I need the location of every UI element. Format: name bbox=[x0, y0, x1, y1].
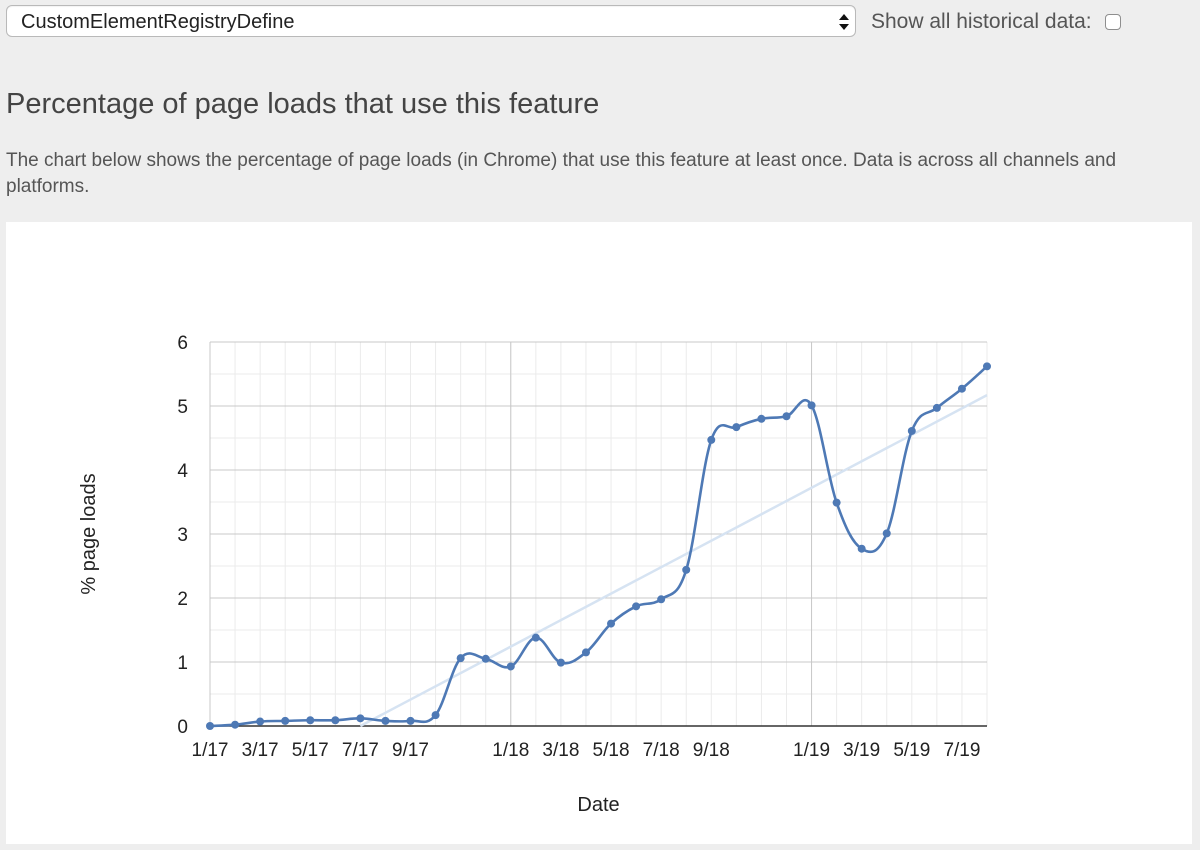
y-tick-label: 6 bbox=[177, 333, 188, 354]
data-point bbox=[381, 716, 390, 725]
data-point bbox=[456, 654, 465, 663]
x-tick-label: 5/19 bbox=[893, 740, 930, 761]
data-point bbox=[206, 722, 214, 730]
x-tick-label: 1/17 bbox=[192, 740, 229, 761]
data-point bbox=[331, 716, 340, 725]
x-tick-label: 1/18 bbox=[492, 740, 529, 761]
select-updown-icon bbox=[839, 14, 849, 30]
data-point bbox=[632, 602, 641, 611]
data-point bbox=[581, 648, 590, 657]
data-point bbox=[356, 714, 365, 723]
y-tick-label: 2 bbox=[177, 589, 188, 610]
x-tick-label: 3/17 bbox=[242, 740, 279, 761]
y-axis-title: % page loads bbox=[78, 473, 100, 594]
historical-data-label: Show all historical data: bbox=[871, 10, 1092, 33]
data-point bbox=[506, 662, 515, 671]
x-tick-label: 7/19 bbox=[943, 740, 980, 761]
data-point bbox=[732, 423, 741, 432]
data-point bbox=[431, 711, 440, 720]
x-tick-label: 9/17 bbox=[392, 740, 429, 761]
x-tick-label: 5/18 bbox=[593, 740, 630, 761]
x-tick-label: 3/18 bbox=[542, 740, 579, 761]
trend-line bbox=[359, 394, 988, 728]
page-title: Percentage of page loads that use this f… bbox=[6, 88, 600, 120]
y-tick-label: 5 bbox=[177, 397, 188, 418]
data-point bbox=[757, 414, 766, 423]
x-tick-label: 7/17 bbox=[342, 740, 379, 761]
data-point bbox=[682, 565, 691, 574]
data-point bbox=[782, 412, 791, 421]
x-tick-label: 9/18 bbox=[693, 740, 730, 761]
data-point bbox=[882, 529, 891, 538]
y-tick-label: 3 bbox=[177, 525, 188, 546]
toolbar: CustomElementRegistryDefine Show all his… bbox=[0, 0, 1200, 44]
data-point bbox=[907, 426, 916, 435]
data-point bbox=[556, 658, 565, 667]
data-point bbox=[281, 716, 290, 725]
data-point bbox=[832, 498, 841, 507]
series-line bbox=[209, 365, 988, 728]
feature-select-value: CustomElementRegistryDefine bbox=[21, 11, 295, 33]
x-tick-label: 7/18 bbox=[643, 740, 680, 761]
chart-card: 0 1 2 3 4 5 6 1/17 3/17 5/17 7/17 9/17 1/18 3/18 5/18 7… bbox=[6, 222, 1192, 844]
data-point bbox=[857, 544, 866, 553]
data-point bbox=[531, 633, 540, 642]
y-tick-label: 0 bbox=[177, 717, 188, 738]
x-tick-label: 5/17 bbox=[292, 740, 329, 761]
data-point bbox=[807, 401, 816, 410]
data-point bbox=[306, 716, 315, 725]
data-point bbox=[932, 403, 941, 412]
x-axis-title: Date bbox=[577, 794, 619, 816]
data-point bbox=[256, 717, 265, 726]
data-point bbox=[983, 362, 991, 371]
x-tick-label: 1/19 bbox=[793, 740, 830, 761]
data-point bbox=[957, 384, 966, 393]
data-point bbox=[481, 654, 490, 663]
chart-description: The chart below shows the percentage of … bbox=[6, 150, 1117, 197]
historical-data-checkbox[interactable] bbox=[1105, 14, 1121, 30]
feature-select[interactable]: CustomElementRegistryDefine bbox=[6, 5, 856, 37]
data-point bbox=[707, 435, 716, 444]
usage-chart: 0 1 2 3 4 5 6 1/17 3/17 5/17 7/17 9/17 1/18 3/18 5/18 7… bbox=[78, 333, 991, 816]
x-tick-label: 3/19 bbox=[843, 740, 880, 761]
data-point bbox=[657, 595, 666, 604]
y-tick-label: 4 bbox=[177, 461, 188, 482]
data-point bbox=[231, 720, 240, 729]
data-point bbox=[406, 716, 415, 725]
y-tick-label: 1 bbox=[177, 653, 188, 674]
data-point bbox=[607, 619, 616, 628]
